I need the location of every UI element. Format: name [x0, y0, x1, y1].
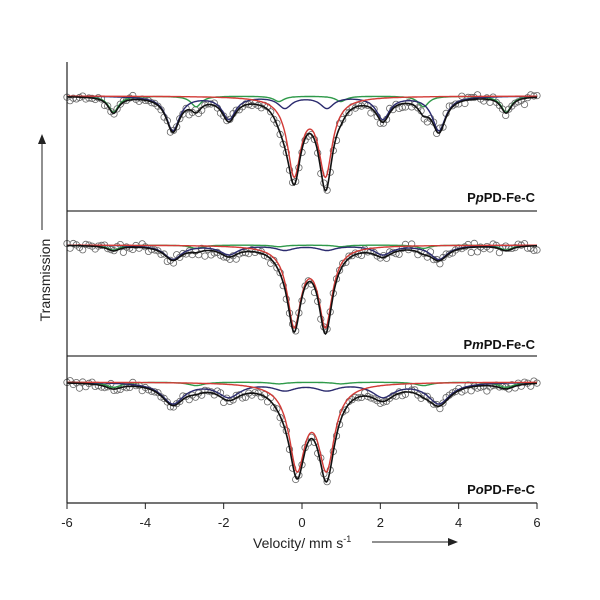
data-point	[530, 246, 538, 255]
data-points	[63, 239, 541, 335]
data-point	[176, 397, 184, 406]
data-point	[382, 254, 391, 262]
panel-2: PmPD-Fe-C	[63, 239, 541, 357]
data-point	[345, 108, 353, 117]
panel-label-part: m	[472, 337, 484, 352]
total-fit-line	[67, 244, 537, 336]
x-axis-label-text: Velocity/ mm s	[253, 535, 343, 551]
y-axis-label: Transmission	[37, 239, 53, 322]
total-fit-line	[67, 96, 537, 192]
data-point	[376, 399, 384, 407]
data-point	[408, 240, 416, 248]
data-point	[533, 246, 541, 254]
data-point	[467, 248, 475, 257]
y-axis-arrow-head	[38, 134, 46, 144]
panel-3: PoPD-Fe-C	[63, 377, 541, 497]
x-tick-label: 2	[377, 515, 384, 530]
axes-layer	[66, 62, 537, 504]
data-point	[267, 108, 275, 116]
panel-label: PoPD-Fe-C	[467, 482, 536, 497]
data-point	[163, 117, 171, 125]
data-point	[232, 255, 240, 263]
x-tick-label: -2	[218, 515, 230, 530]
data-point	[342, 406, 350, 414]
sextet1-fit-line	[67, 95, 537, 132]
panel-label: PpPD-Fe-C	[467, 190, 536, 205]
data-point	[273, 405, 281, 413]
panel-label-part: o	[476, 482, 484, 497]
x-ticks: -6 -4 -2 0 2 4 6	[61, 503, 541, 530]
data-point	[75, 384, 84, 392]
total-fit-line	[67, 382, 538, 483]
panel-1: PpPD-Fe-C	[63, 91, 541, 212]
data-point	[370, 105, 378, 113]
data-point	[401, 390, 409, 398]
data-point	[104, 102, 112, 110]
data-point	[110, 110, 118, 118]
doublet-fit-line	[67, 95, 537, 179]
data-point	[467, 387, 475, 395]
data-point	[323, 478, 331, 486]
data-point	[451, 100, 460, 108]
x-tick-label: 4	[455, 515, 462, 530]
data-point	[473, 248, 482, 256]
x-tick-label: 6	[533, 515, 540, 530]
data-point	[439, 399, 447, 407]
data-point	[310, 135, 319, 144]
sextet1-fit-line	[66, 381, 537, 405]
panel-label: PmPD-Fe-C	[463, 337, 535, 352]
x-axis-label: Velocity/ mm s-1	[253, 534, 351, 551]
x-tick-label: -4	[140, 515, 152, 530]
data-point	[201, 252, 209, 260]
panel-label-part: P	[463, 337, 472, 352]
panel-label-part: PD-Fe-C	[484, 190, 536, 205]
data-point	[182, 104, 190, 113]
panel-label-part: p	[475, 190, 484, 205]
data-point	[119, 248, 128, 256]
data-point	[520, 100, 529, 109]
data-points	[63, 377, 541, 486]
x-tick-label: -6	[61, 515, 73, 530]
panel-label-part: PD-Fe-C	[484, 482, 536, 497]
data-point	[204, 387, 212, 395]
panel-label-part: PD-Fe-C	[484, 337, 536, 352]
panel-label-part: P	[467, 482, 476, 497]
x-tick-label: 0	[298, 515, 305, 530]
data-point	[160, 250, 168, 258]
x-axis-arrow-head	[448, 538, 458, 546]
panel-label-part: P	[467, 190, 476, 205]
x-axis-label-superscript: -1	[343, 534, 351, 544]
doublet-fit-line	[67, 381, 537, 473]
data-point	[445, 250, 453, 258]
